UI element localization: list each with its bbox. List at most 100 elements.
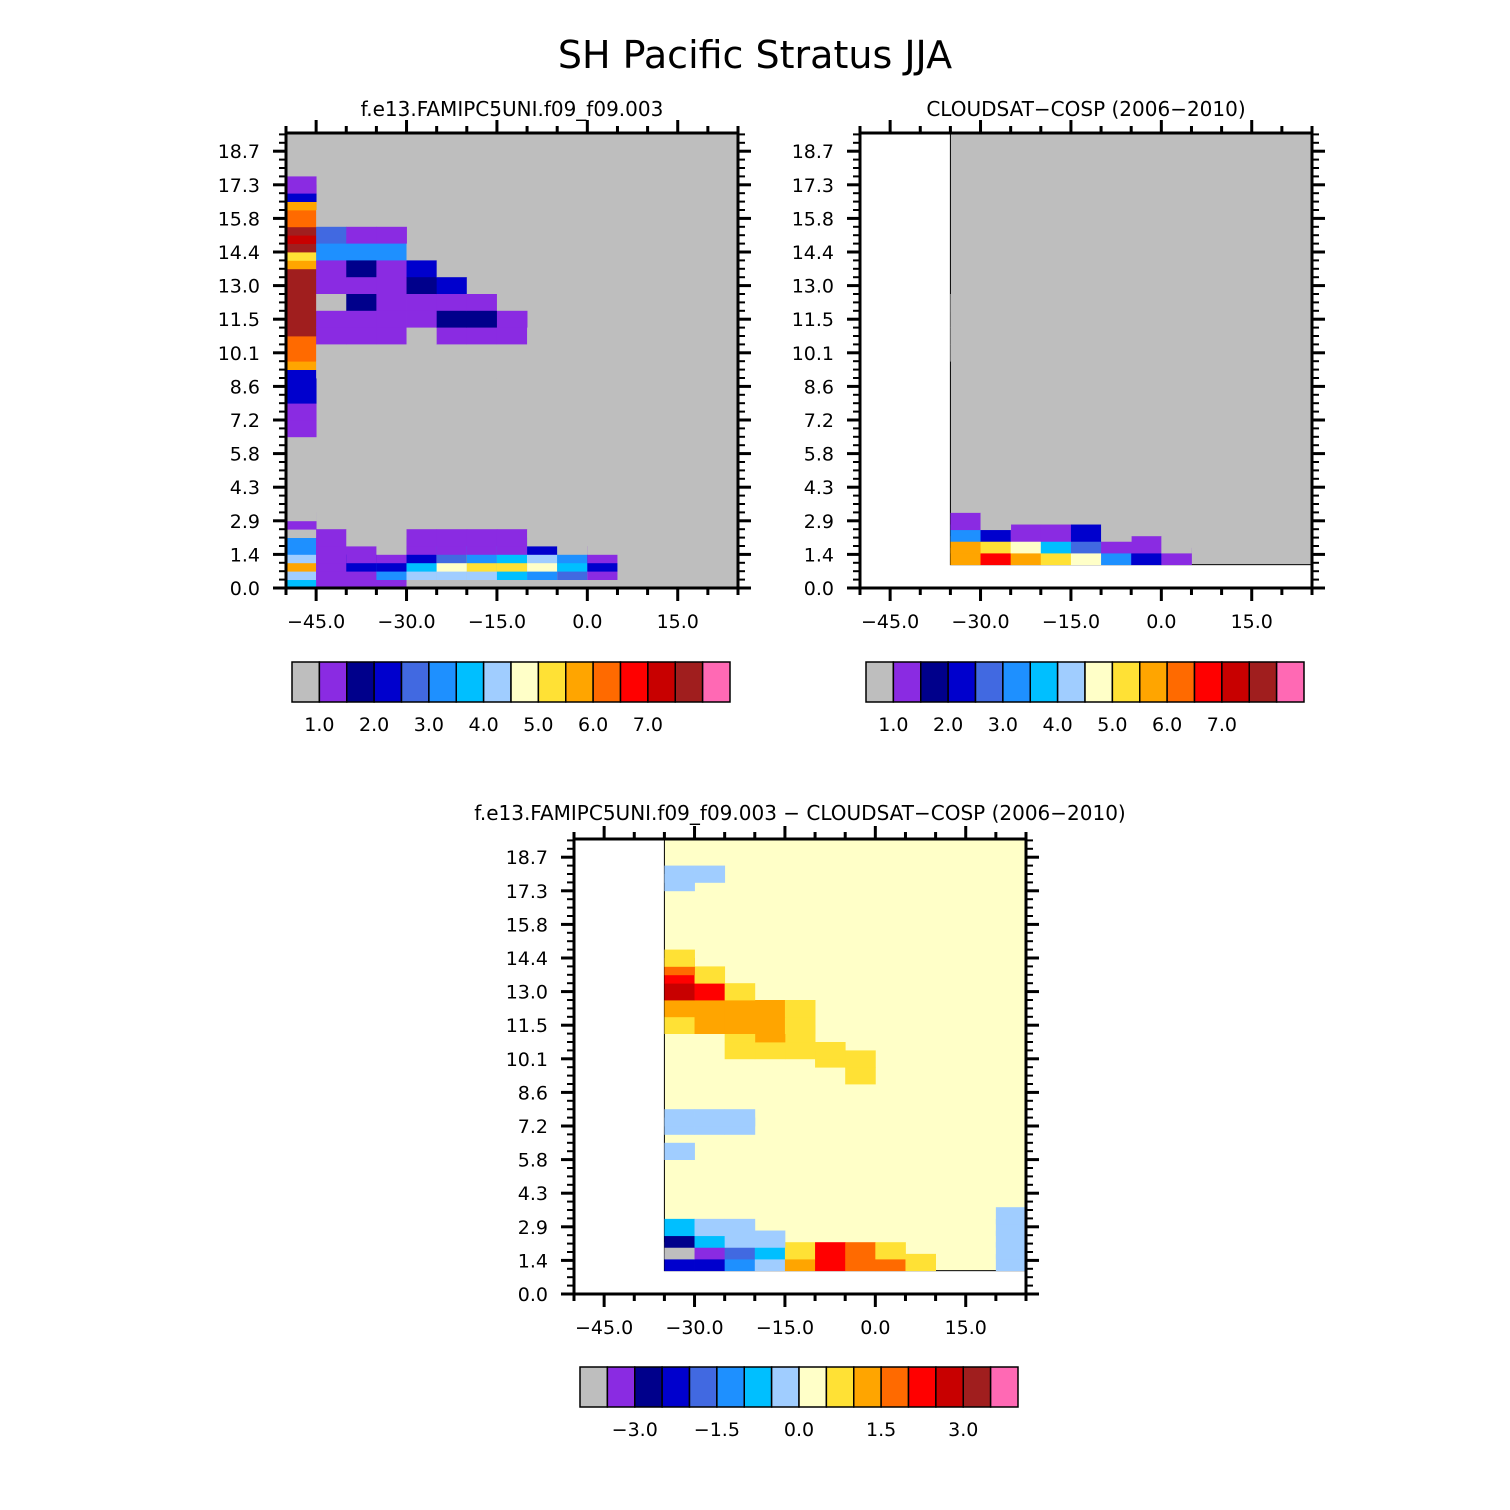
colorbar-box [455,661,485,703]
heatmap-cell [1010,524,1042,542]
colorbar-box [647,661,676,703]
heatmap-cell [376,277,407,295]
heatmap-cell [950,310,981,328]
heatmap-cell [406,294,438,312]
heatmap-cell [1010,327,1042,345]
heatmap-cell [694,966,726,984]
colorbar-box [482,661,512,703]
colorbar-box [1111,661,1141,703]
y-tick-label: 17.3 [506,881,548,903]
y-tick-label: 0.0 [804,578,834,600]
heatmap-cell [754,1230,786,1248]
x-tick-label: −30.0 [377,611,435,633]
y-tick-label: 10.1 [506,1049,548,1071]
heatmap-cell [1040,344,1072,362]
heatmap-cell [286,268,317,286]
colorbar-label: 1.5 [866,1419,896,1441]
colorbar-box [400,661,430,703]
heatmap-cell [995,1207,1027,1225]
x-tick-label: −30.0 [665,1317,723,1339]
heatmap-cell [466,529,498,547]
heatmap-cell [346,529,377,547]
colorbar-box [428,661,457,703]
colorbar-box [880,1366,910,1408]
heatmap-cell [286,487,317,505]
x-tick-label: −30.0 [951,611,1009,633]
heatmap-cell [376,529,407,547]
y-tick-label: 8.6 [230,376,260,398]
heatmap-cell [346,294,377,312]
heatmap-cell [406,361,438,379]
heatmap-cell [436,327,468,345]
heatmap-cell [286,176,317,194]
colorbar-label: 2.0 [933,714,963,736]
heatmap-cell [436,260,468,278]
heatmap-cell [316,310,347,328]
heatmap-cell [316,327,347,345]
colorbar-box [537,661,567,703]
figure-title: SH Pacific Stratus JJA [558,33,952,77]
heatmap-cell [496,378,528,396]
heatmap-cell [950,327,981,345]
heatmap-cell [496,344,528,362]
heatmap-cell [694,1016,726,1034]
heatmap-cell [436,277,468,295]
heatmap-cell [694,983,726,1001]
heatmap-cell [316,277,347,295]
heatmap-cell [694,1000,726,1018]
y-tick-label: 11.5 [218,309,260,331]
y-tick-label: 0.0 [518,1284,548,1306]
heatmap-cell [286,336,317,354]
panel-model: f.e13.FAMIPC5UNI.f09_f09.003 −45.0 −30.0 −1… [218,97,751,736]
y-tick-label: 1.4 [804,544,834,566]
heatmap-cell [1010,310,1042,328]
x-tick-label: 0.0 [1146,611,1176,633]
heatmap-cell [980,344,1012,362]
x-tick-label: 0.0 [572,611,602,633]
heatmap-cell [664,983,695,1001]
heatmap-cell [346,260,377,278]
y-tick-label: 10.1 [792,343,834,365]
heatmap-cell [466,327,498,345]
heatmap-cell [950,344,981,362]
colorbar-box [1029,661,1059,703]
y-tick-label: 4.3 [230,477,260,499]
colorbar-label: 3.0 [948,1419,978,1441]
y-tick-label: 7.2 [804,410,834,432]
x-tick-label: −15.0 [468,611,526,633]
heatmap-cell [784,1016,816,1034]
heatmap-cell [466,344,498,362]
colorbar-box [935,1366,964,1408]
heatmap-cell [950,512,981,531]
colorbar-box [853,1366,882,1408]
y-tick-label: 11.5 [506,1015,548,1037]
panel-cloudsat: CLOUDSAT−COSP (2006−2010) −45.0 −30.0 −15.0… [792,97,1325,736]
heatmap-cell [436,529,468,547]
y-tick-label: 8.6 [518,1082,548,1104]
x-tick-label: 0.0 [860,1317,890,1339]
heatmap-cell [376,243,407,261]
colorbar-box [634,1366,663,1408]
heatmap-cell [316,260,347,278]
y-tick-label: 8.6 [804,376,834,398]
heatmap-cell [316,294,347,312]
heatmap-cell [527,378,558,396]
colorbar-box [920,661,949,703]
y-tick-label: 7.2 [230,410,260,432]
heatmap-cell [784,1042,816,1060]
heatmap-cell [316,344,347,362]
y-tick-label: 13.0 [218,276,260,298]
heatmap-cell [376,361,407,379]
colorbar-box [1275,661,1305,703]
colorbar-box [1139,661,1168,703]
heatmap-cell [1101,524,1132,542]
y-tick-label: 17.3 [792,175,834,197]
heatmap-cell [664,1109,695,1127]
heatmap-cell [406,243,438,261]
heatmap-cell [724,1016,756,1034]
heatmap-cell [1161,536,1192,554]
heatmap-cell [1070,524,1102,542]
colorbar-label: 5.0 [523,714,553,736]
heatmap-cell [406,344,438,362]
heatmap-cell [664,1218,695,1237]
